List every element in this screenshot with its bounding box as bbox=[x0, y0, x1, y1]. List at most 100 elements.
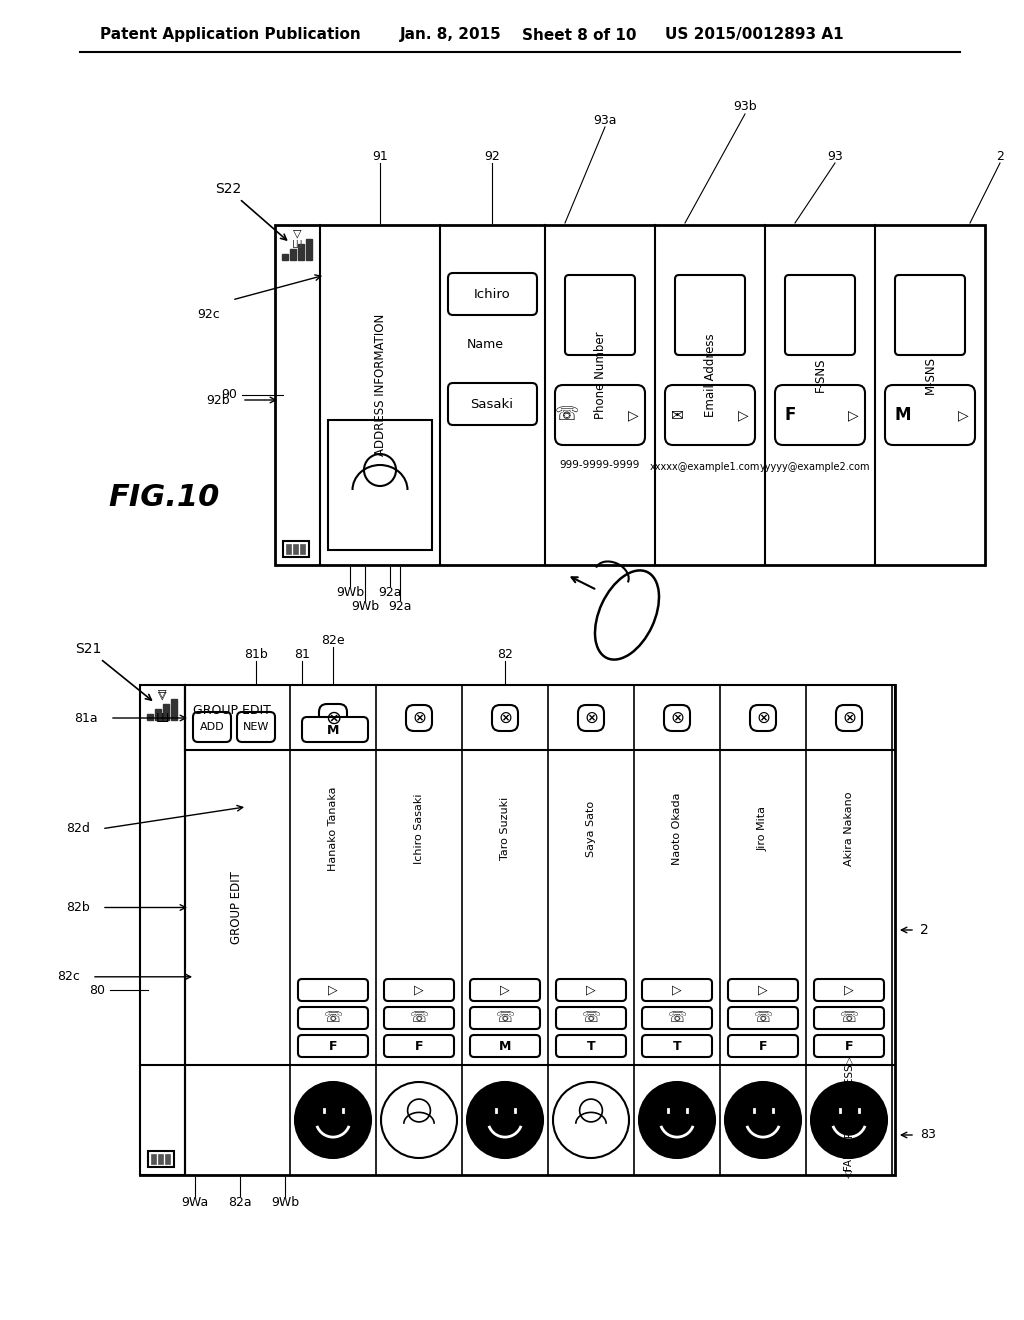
Text: ☏: ☏ bbox=[754, 1011, 772, 1026]
Circle shape bbox=[295, 1082, 371, 1158]
Text: US 2015/0012893 A1: US 2015/0012893 A1 bbox=[665, 28, 844, 42]
Bar bbox=[290, 249, 296, 260]
Text: 999-9999-9999: 999-9999-9999 bbox=[560, 459, 640, 470]
Text: ▷: ▷ bbox=[957, 408, 969, 422]
Text: Ш: Ш bbox=[292, 240, 302, 249]
Text: 83: 83 bbox=[920, 1129, 936, 1142]
Text: 90: 90 bbox=[221, 388, 237, 401]
Text: Naoto Okada: Naoto Okada bbox=[672, 792, 682, 865]
Text: ▽: ▽ bbox=[158, 688, 166, 698]
Text: S21: S21 bbox=[75, 642, 152, 700]
Text: 92a: 92a bbox=[388, 601, 412, 614]
Text: ☏: ☏ bbox=[582, 1011, 600, 1026]
Text: 2: 2 bbox=[920, 923, 929, 937]
FancyBboxPatch shape bbox=[642, 979, 712, 1001]
Bar bbox=[286, 544, 291, 554]
FancyBboxPatch shape bbox=[319, 704, 347, 733]
Text: ▷: ▷ bbox=[328, 983, 338, 997]
FancyBboxPatch shape bbox=[556, 1007, 626, 1030]
Text: 92a: 92a bbox=[378, 586, 401, 599]
FancyBboxPatch shape bbox=[664, 705, 690, 731]
Text: S22: S22 bbox=[215, 182, 287, 240]
Text: 81a: 81a bbox=[75, 711, 98, 725]
FancyBboxPatch shape bbox=[302, 717, 368, 742]
Text: Sasaki: Sasaki bbox=[470, 397, 513, 411]
Text: ⊗: ⊗ bbox=[584, 709, 598, 727]
Bar bbox=[148, 1151, 174, 1167]
Text: M: M bbox=[327, 723, 339, 737]
FancyBboxPatch shape bbox=[750, 705, 776, 731]
Text: ▷: ▷ bbox=[844, 983, 854, 997]
Text: F: F bbox=[759, 1040, 767, 1052]
Text: yyyyy@example2.com: yyyyy@example2.com bbox=[760, 462, 870, 473]
FancyBboxPatch shape bbox=[775, 385, 865, 445]
Text: 91: 91 bbox=[372, 150, 388, 164]
Text: 81b: 81b bbox=[244, 648, 268, 661]
FancyBboxPatch shape bbox=[470, 1007, 540, 1030]
Text: 9Wa: 9Wa bbox=[181, 1196, 209, 1209]
Bar bbox=[306, 239, 312, 260]
Text: 82a: 82a bbox=[228, 1196, 252, 1209]
Text: 80: 80 bbox=[89, 983, 105, 997]
FancyBboxPatch shape bbox=[384, 1035, 454, 1057]
FancyBboxPatch shape bbox=[895, 275, 965, 355]
Text: Akira Nakano: Akira Nakano bbox=[844, 792, 854, 866]
FancyBboxPatch shape bbox=[642, 1007, 712, 1030]
Text: Jan. 8, 2015: Jan. 8, 2015 bbox=[400, 28, 502, 42]
Text: Ichiro: Ichiro bbox=[474, 288, 510, 301]
Text: ▷: ▷ bbox=[848, 408, 858, 422]
FancyBboxPatch shape bbox=[556, 979, 626, 1001]
Text: Saya Sato: Saya Sato bbox=[586, 801, 596, 857]
FancyBboxPatch shape bbox=[237, 711, 275, 742]
Text: 92b: 92b bbox=[207, 393, 230, 407]
Text: T: T bbox=[587, 1040, 595, 1052]
Bar bbox=[140, 685, 895, 1175]
Text: FIG.10: FIG.10 bbox=[108, 483, 219, 512]
FancyBboxPatch shape bbox=[642, 1035, 712, 1057]
Text: 9Wb: 9Wb bbox=[336, 586, 365, 599]
Text: Email Address: Email Address bbox=[703, 333, 717, 417]
FancyBboxPatch shape bbox=[675, 275, 745, 355]
Bar bbox=[293, 544, 298, 554]
Text: Ichiro Sasaki: Ichiro Sasaki bbox=[414, 793, 424, 865]
Text: ▷: ▷ bbox=[672, 983, 682, 997]
Text: ADD: ADD bbox=[200, 722, 224, 733]
FancyBboxPatch shape bbox=[470, 979, 540, 1001]
Text: Phone Number: Phone Number bbox=[594, 331, 606, 418]
FancyBboxPatch shape bbox=[555, 385, 645, 445]
Text: ⊗: ⊗ bbox=[498, 709, 512, 727]
Bar bbox=[165, 1154, 170, 1164]
Text: 82e: 82e bbox=[322, 634, 345, 647]
FancyBboxPatch shape bbox=[665, 385, 755, 445]
Bar bbox=[158, 1154, 163, 1164]
FancyBboxPatch shape bbox=[492, 705, 518, 731]
Bar bbox=[151, 1154, 156, 1164]
Text: ☏: ☏ bbox=[555, 405, 580, 425]
Text: 82b: 82b bbox=[67, 902, 90, 913]
Bar bbox=[300, 544, 305, 554]
FancyBboxPatch shape bbox=[384, 979, 454, 1001]
Text: 93a: 93a bbox=[593, 114, 616, 127]
Ellipse shape bbox=[595, 570, 659, 660]
Text: ▷: ▷ bbox=[414, 983, 424, 997]
Text: M: M bbox=[895, 407, 911, 424]
Bar bbox=[155, 709, 161, 719]
Text: ⊗: ⊗ bbox=[842, 709, 856, 727]
FancyBboxPatch shape bbox=[449, 383, 537, 425]
Text: ☏: ☏ bbox=[324, 1011, 343, 1026]
FancyBboxPatch shape bbox=[728, 979, 798, 1001]
Text: xxxxx@example1.com: xxxxx@example1.com bbox=[650, 462, 760, 473]
Text: ☏: ☏ bbox=[668, 1011, 686, 1026]
Text: ⊗: ⊗ bbox=[412, 709, 426, 727]
Text: NEW: NEW bbox=[243, 722, 269, 733]
FancyBboxPatch shape bbox=[785, 275, 855, 355]
Text: ⊗: ⊗ bbox=[756, 709, 770, 727]
Text: GROUP EDIT: GROUP EDIT bbox=[230, 871, 244, 944]
FancyBboxPatch shape bbox=[814, 1035, 884, 1057]
Text: GROUP EDIT: GROUP EDIT bbox=[193, 704, 271, 717]
FancyBboxPatch shape bbox=[449, 273, 537, 315]
Text: Jiro Mita: Jiro Mita bbox=[758, 807, 768, 851]
Bar bbox=[283, 541, 309, 557]
Text: Patent Application Publication: Patent Application Publication bbox=[100, 28, 360, 42]
Text: Hanako Tanaka: Hanako Tanaka bbox=[328, 787, 338, 871]
